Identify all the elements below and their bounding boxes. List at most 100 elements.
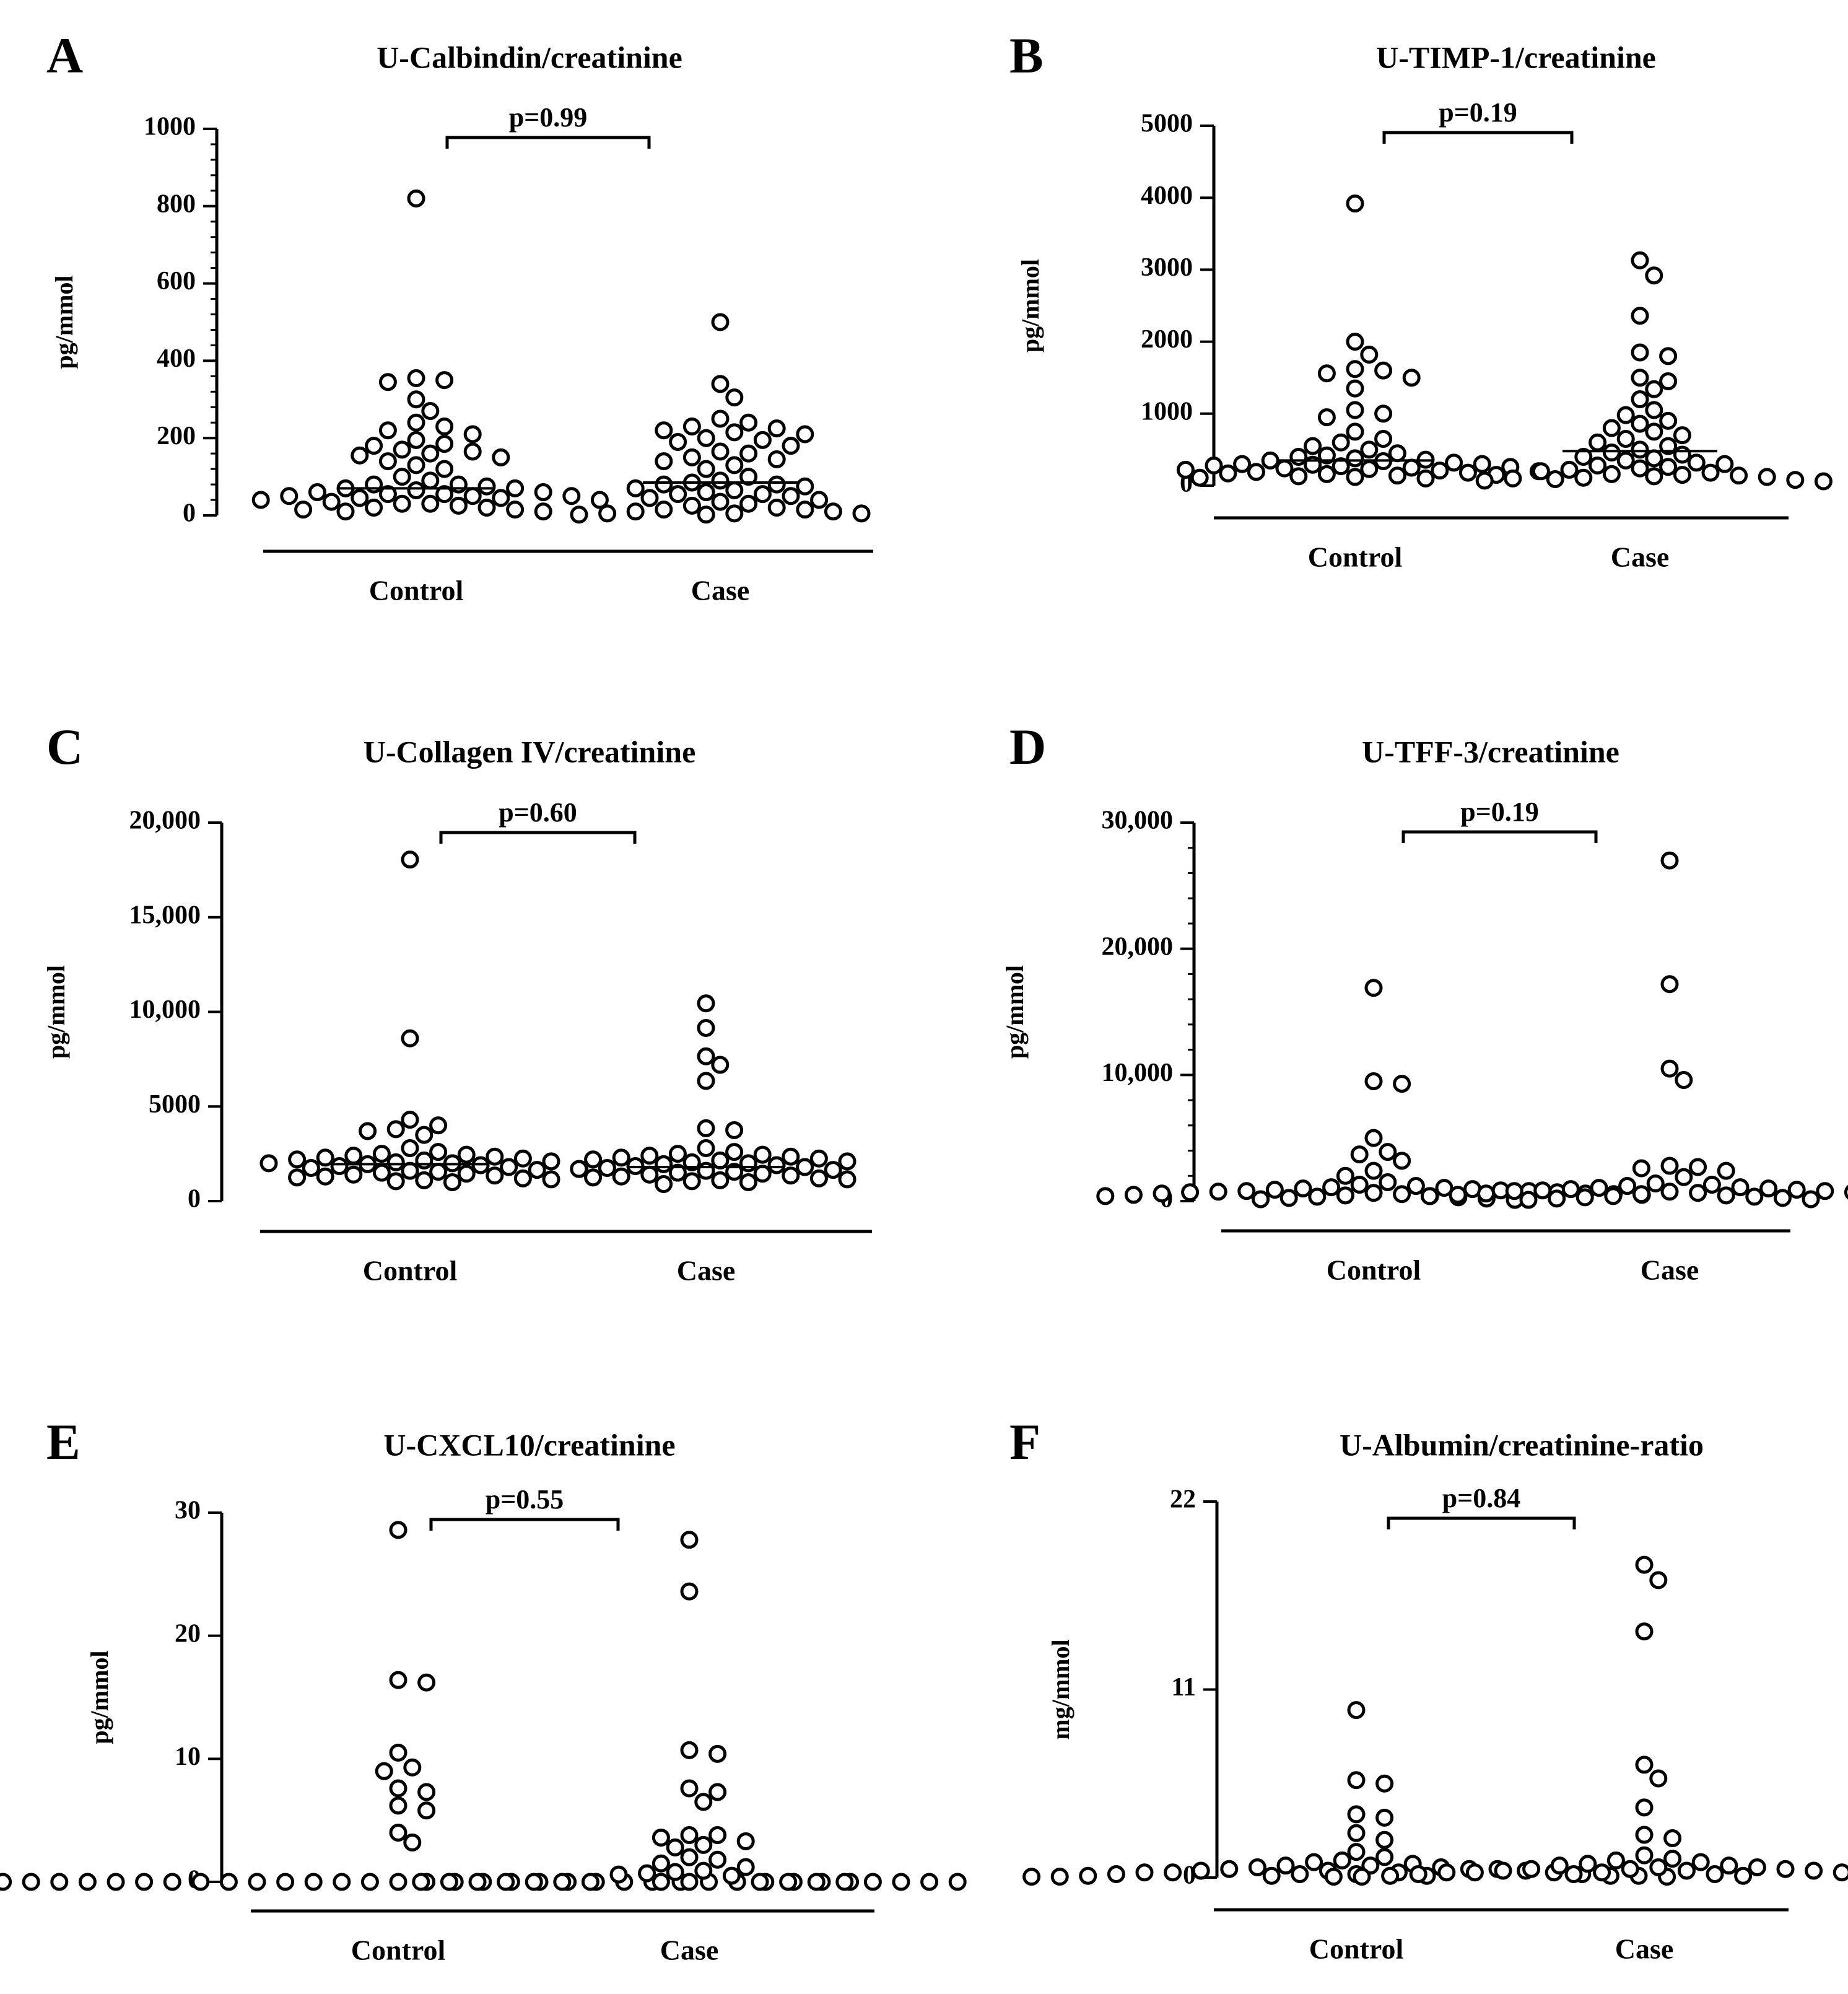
panel-a-category-label: Control (369, 575, 464, 606)
panel-d-point-control (1364, 1161, 1383, 1180)
panel-c-point-control (401, 1161, 419, 1180)
panel-f-point-case (1465, 1863, 1484, 1882)
panel-e-point-control (389, 1824, 408, 1842)
panel-a-point-control (534, 502, 552, 521)
panel-e-point-case (638, 1864, 656, 1882)
panel-b-point-control (1332, 457, 1350, 476)
panel-e-tick-label: 30 (175, 1497, 201, 1525)
panel-a-point-control (421, 402, 440, 421)
panel-c-point-control (259, 1154, 278, 1173)
panel-a-point-case (753, 431, 772, 449)
panel-e-point-control (389, 1873, 408, 1891)
panel-c-category-label: Case (677, 1255, 736, 1287)
panel-c-point-case (697, 994, 715, 1013)
panel-c-point-case (809, 1169, 828, 1187)
panel-b-point-case (1758, 468, 1776, 486)
panel-f-point-control (1050, 1868, 1069, 1886)
panel-a-point-case (796, 501, 814, 519)
panel-f-point-case (1748, 1858, 1766, 1876)
panel-c-point-control (401, 851, 419, 869)
panel-e-point-case (666, 1863, 684, 1881)
panel-f-point-case (1635, 1846, 1654, 1865)
panel-c-point-case (697, 1139, 715, 1157)
panel-e-point-control (417, 1673, 436, 1692)
panel-a-point-control (365, 475, 383, 494)
panel-e-point-case (807, 1873, 826, 1891)
panel-c-point-control (316, 1148, 334, 1167)
panel-d-point-case (1731, 1178, 1750, 1197)
panel-f-point-case (1663, 1829, 1682, 1848)
panel-a-point-control (534, 483, 552, 502)
panel-b-letter: B (1009, 27, 1044, 84)
panel-a-point-case (753, 485, 772, 504)
panel-b-tick-label: 1000 (1141, 397, 1193, 426)
panel-c-point-case (838, 1170, 856, 1189)
panel-a-point-control (407, 189, 425, 208)
panel-c-point-case (767, 1156, 786, 1174)
panel-e-point-case (736, 1832, 755, 1850)
panel-b-point-case (1659, 372, 1678, 391)
panel-e-point-control (389, 1671, 408, 1689)
panel-b-point-control (1332, 433, 1350, 452)
panel-a-point-control (421, 444, 440, 463)
panel-b-point-control (1445, 453, 1463, 472)
panel-f-point-control (1164, 1863, 1182, 1882)
panel-a-tick-label: 800 (157, 190, 196, 218)
panel-c-tick-label: 0 (188, 1185, 201, 1213)
panel-d-point-control (1153, 1184, 1171, 1203)
panel-a-point-case (711, 492, 730, 511)
panel-b-point-case (1589, 433, 1607, 452)
panel-c-point-control (359, 1122, 377, 1140)
panel-d-category-label: Control (1327, 1254, 1421, 1286)
panel-c-point-control (386, 1172, 405, 1191)
panel-b-point-control (1360, 346, 1379, 364)
panel-b-point-case (1475, 471, 1494, 490)
panel-f-point-case (1635, 1826, 1654, 1844)
panel-a-point-control (407, 431, 425, 449)
panel-e-category-label: Control (351, 1935, 446, 1966)
panel-a-point-case (796, 425, 814, 444)
panel-e-point-case (553, 1873, 572, 1891)
panel-a-point-case (725, 504, 744, 523)
panel-c-point-case (753, 1165, 772, 1183)
panel-c-point-control (386, 1153, 405, 1171)
panel-b-point-control (1416, 469, 1435, 488)
panel-d-point-case (1675, 1168, 1693, 1186)
panel-e-point-case (708, 1850, 727, 1869)
panel-e-point-case (497, 1873, 515, 1891)
panel-a-point-case (711, 313, 730, 331)
panel-c-point-control (302, 1159, 320, 1178)
panel-e-point-case (680, 1848, 699, 1866)
panel-b-point-case (1616, 429, 1635, 448)
panel-a-point-case (782, 437, 800, 455)
panel-b-point-case (1589, 456, 1607, 474)
panel-c-point-case (838, 1152, 856, 1171)
panel-c-point-control (542, 1152, 560, 1171)
panel-d-point-case (1618, 1177, 1637, 1196)
panel-c-point-case (697, 1072, 715, 1090)
panel-a-point-case (782, 487, 800, 505)
panel-c-point-control (457, 1145, 476, 1164)
panel-b-point-control (1388, 444, 1406, 463)
panel-d-point-control (1364, 1129, 1383, 1147)
panel-d-point-case (1802, 1190, 1820, 1209)
panel-f-title: U-Albumin/creatinine-ratio (1340, 1427, 1704, 1462)
panel-d-category-label: Case (1641, 1254, 1699, 1286)
panel-b-point-case (1631, 414, 1649, 433)
panel-a-point-case (725, 423, 744, 442)
panel-f-point-case (1649, 1571, 1668, 1590)
panel-f-point-case (1522, 1860, 1541, 1878)
panel-e-point-control (375, 1762, 393, 1780)
panel-c-letter: C (46, 719, 83, 775)
panel-c-tick-label: 5000 (149, 1090, 201, 1119)
panel-a-point-case (626, 479, 645, 497)
panel-a-point-control (477, 477, 496, 496)
panel-b-point-control (1317, 446, 1336, 465)
panel-a-point-case (598, 504, 617, 523)
panel-a-point-control (590, 491, 609, 509)
panel-d-point-control (1294, 1179, 1312, 1198)
panel-b-point-case (1687, 453, 1706, 472)
panel-b-point-control (1346, 422, 1364, 441)
panel-d-point-case (1675, 1070, 1693, 1089)
